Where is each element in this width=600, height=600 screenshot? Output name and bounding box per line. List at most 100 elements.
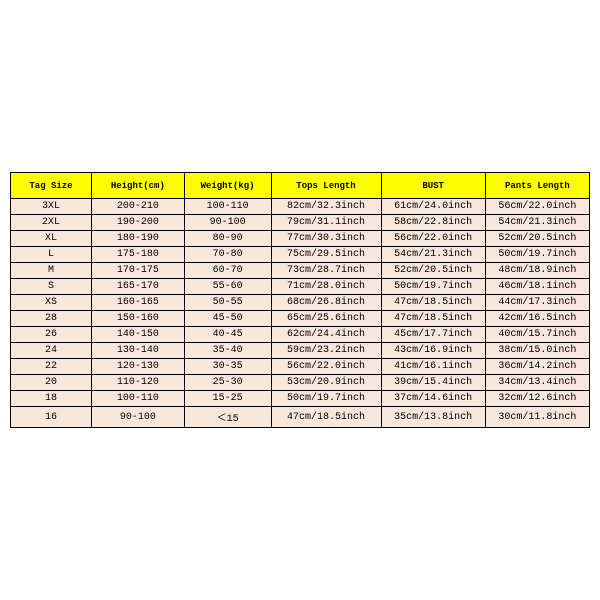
table-cell: 180-190 [92,231,185,247]
table-cell: 110-120 [92,375,185,391]
table-body: 3XL200-210100-11082cm/32.3inch61cm/24.0i… [11,199,590,428]
col-weight: Weight(kg) [184,173,271,199]
table-cell: 54cm/21.3inch [381,247,485,263]
table-cell: 56cm/22.0inch [485,199,589,215]
table-cell: 47cm/18.5inch [381,311,485,327]
table-cell: 58cm/22.8inch [381,215,485,231]
table-cell: 54cm/21.3inch [485,215,589,231]
col-tag-size: Tag Size [11,173,92,199]
table-cell: 40cm/15.7inch [485,327,589,343]
table-row: XS160-16550-5568cm/26.8inch47cm/18.5inch… [11,295,590,311]
table-cell: 90-100 [92,407,185,428]
table-cell: 53cm/20.9inch [271,375,381,391]
table-cell: 16 [11,407,92,428]
table-cell: 43cm/16.9inch [381,343,485,359]
table-cell: 3XL [11,199,92,215]
table-cell: 50cm/19.7inch [381,279,485,295]
table-cell: 45cm/17.7inch [381,327,485,343]
table-cell: 50-55 [184,295,271,311]
table-cell: 42cm/16.5inch [485,311,589,327]
table-cell: 68cm/26.8inch [271,295,381,311]
table-cell: 50cm/19.7inch [485,247,589,263]
table-cell: 38cm/15.0inch [485,343,589,359]
table-row: M170-17560-7073cm/28.7inch52cm/20.5inch4… [11,263,590,279]
table-cell: 22 [11,359,92,375]
table-cell: 25-30 [184,375,271,391]
table-cell: 47cm/18.5inch [271,407,381,428]
table-cell: XL [11,231,92,247]
table-cell: 60-70 [184,263,271,279]
table-cell: 70-80 [184,247,271,263]
table-cell: 35cm/13.8inch [381,407,485,428]
table-cell: 200-210 [92,199,185,215]
table-cell: 46cm/18.1inch [485,279,589,295]
table-row: 24130-14035-4059cm/23.2inch43cm/16.9inch… [11,343,590,359]
table-cell: 100-110 [92,391,185,407]
table-cell: 160-165 [92,295,185,311]
table-cell: 175-180 [92,247,185,263]
table-cell: 2XL [11,215,92,231]
table-cell: 40-45 [184,327,271,343]
table-cell: S [11,279,92,295]
table-row: 1690-100＜1547cm/18.5inch35cm/13.8inch30c… [11,407,590,428]
table-head: Tag Size Height(cm) Weight(kg) Tops Leng… [11,173,590,199]
col-tops-length: Tops Length [271,173,381,199]
table-cell: 61cm/24.0inch [381,199,485,215]
table-cell: 36cm/14.2inch [485,359,589,375]
table-row: 18100-11015-2550cm/19.7inch37cm/14.6inch… [11,391,590,407]
table-cell: 71cm/28.0inch [271,279,381,295]
table-cell: 39cm/15.4inch [381,375,485,391]
table-cell: 30cm/11.8inch [485,407,589,428]
table-cell: 47cm/18.5inch [381,295,485,311]
table-row: 20110-12025-3053cm/20.9inch39cm/15.4inch… [11,375,590,391]
table-cell: 37cm/14.6inch [381,391,485,407]
table-cell: 34cm/13.4inch [485,375,589,391]
table-cell: 18 [11,391,92,407]
header-row: Tag Size Height(cm) Weight(kg) Tops Leng… [11,173,590,199]
table-cell: 45-50 [184,311,271,327]
table-cell: 52cm/20.5inch [485,231,589,247]
table-cell: 44cm/17.3inch [485,295,589,311]
col-pants-length: Pants Length [485,173,589,199]
table-cell: 48cm/18.9inch [485,263,589,279]
table-cell: 26 [11,327,92,343]
table-cell: 59cm/23.2inch [271,343,381,359]
table-cell: XS [11,295,92,311]
table-cell: M [11,263,92,279]
table-cell: 75cm/29.5inch [271,247,381,263]
col-height: Height(cm) [92,173,185,199]
table-cell: 20 [11,375,92,391]
table-cell: 150-160 [92,311,185,327]
table-cell: 62cm/24.4inch [271,327,381,343]
table-cell: 55-60 [184,279,271,295]
table-row: 2XL190-20090-10079cm/31.1inch58cm/22.8in… [11,215,590,231]
table-cell: 165-170 [92,279,185,295]
table-cell: 90-100 [184,215,271,231]
table-row: S165-17055-6071cm/28.0inch50cm/19.7inch4… [11,279,590,295]
table-cell: 52cm/20.5inch [381,263,485,279]
table-cell: 56cm/22.0inch [381,231,485,247]
table-cell: 120-130 [92,359,185,375]
table-cell: 100-110 [184,199,271,215]
table-cell: 32cm/12.6inch [485,391,589,407]
table-cell: 15-25 [184,391,271,407]
table-cell: 35-40 [184,343,271,359]
size-chart-table: Tag Size Height(cm) Weight(kg) Tops Leng… [10,172,590,428]
table-row: 28150-16045-5065cm/25.6inch47cm/18.5inch… [11,311,590,327]
table-cell: 24 [11,343,92,359]
table-cell: 190-200 [92,215,185,231]
table-cell: 130-140 [92,343,185,359]
table-row: 3XL200-210100-11082cm/32.3inch61cm/24.0i… [11,199,590,215]
table-cell: L [11,247,92,263]
table-row: 22120-13030-3556cm/22.0inch41cm/16.1inch… [11,359,590,375]
table-cell: 140-150 [92,327,185,343]
table-cell: 50cm/19.7inch [271,391,381,407]
table-cell: 65cm/25.6inch [271,311,381,327]
table-cell: 170-175 [92,263,185,279]
table-cell: 41cm/16.1inch [381,359,485,375]
table-cell: 73cm/28.7inch [271,263,381,279]
table-row: 26140-15040-4562cm/24.4inch45cm/17.7inch… [11,327,590,343]
col-bust: BUST [381,173,485,199]
table-row: L175-18070-8075cm/29.5inch54cm/21.3inch5… [11,247,590,263]
table-cell: 56cm/22.0inch [271,359,381,375]
